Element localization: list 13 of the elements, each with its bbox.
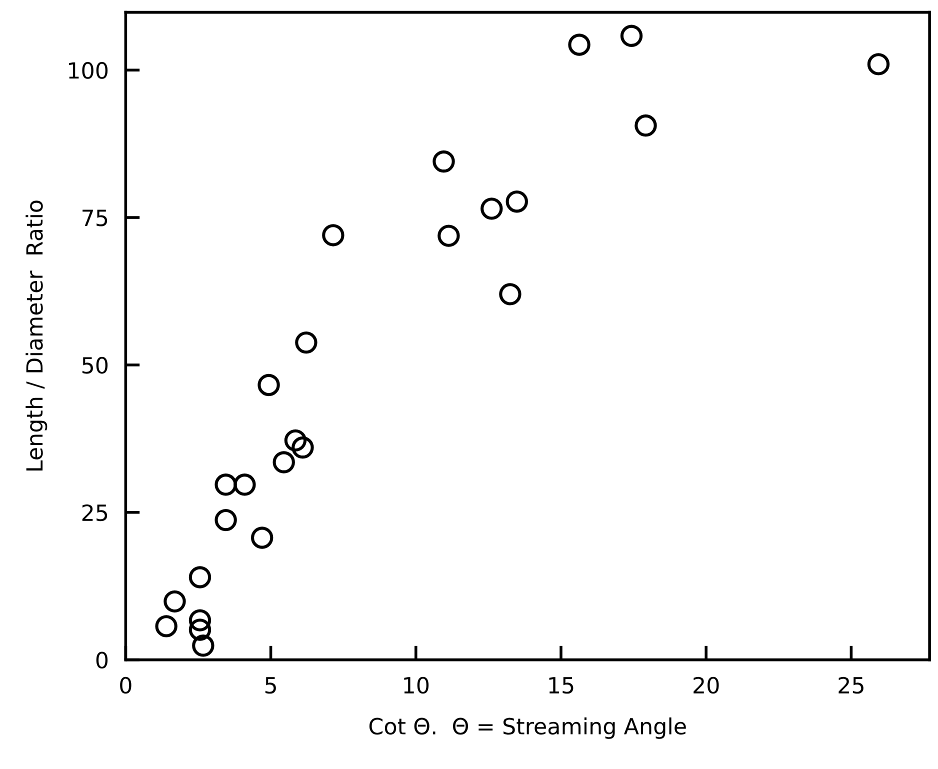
y-tick-label: 50: [82, 356, 108, 374]
y-axis-title: Length / Diameter Ratio: [26, 200, 48, 470]
y-tick-label: 75: [82, 210, 108, 226]
y-tick-label: 0: [96, 652, 108, 669]
x-tick-label: 5: [265, 677, 276, 694]
x-tick-label: 25: [838, 676, 864, 694]
x-axis-title: Cot Θ. Θ = Streaming Angle: [369, 717, 686, 739]
y-tick-label: 100: [69, 62, 108, 79]
x-tick-label: 20: [694, 676, 719, 694]
x-tick-label: 15: [549, 677, 574, 694]
x-tick-label: 0: [120, 676, 132, 694]
x-tick-label: 10: [404, 676, 429, 694]
y-tick-label: 25: [82, 504, 108, 522]
